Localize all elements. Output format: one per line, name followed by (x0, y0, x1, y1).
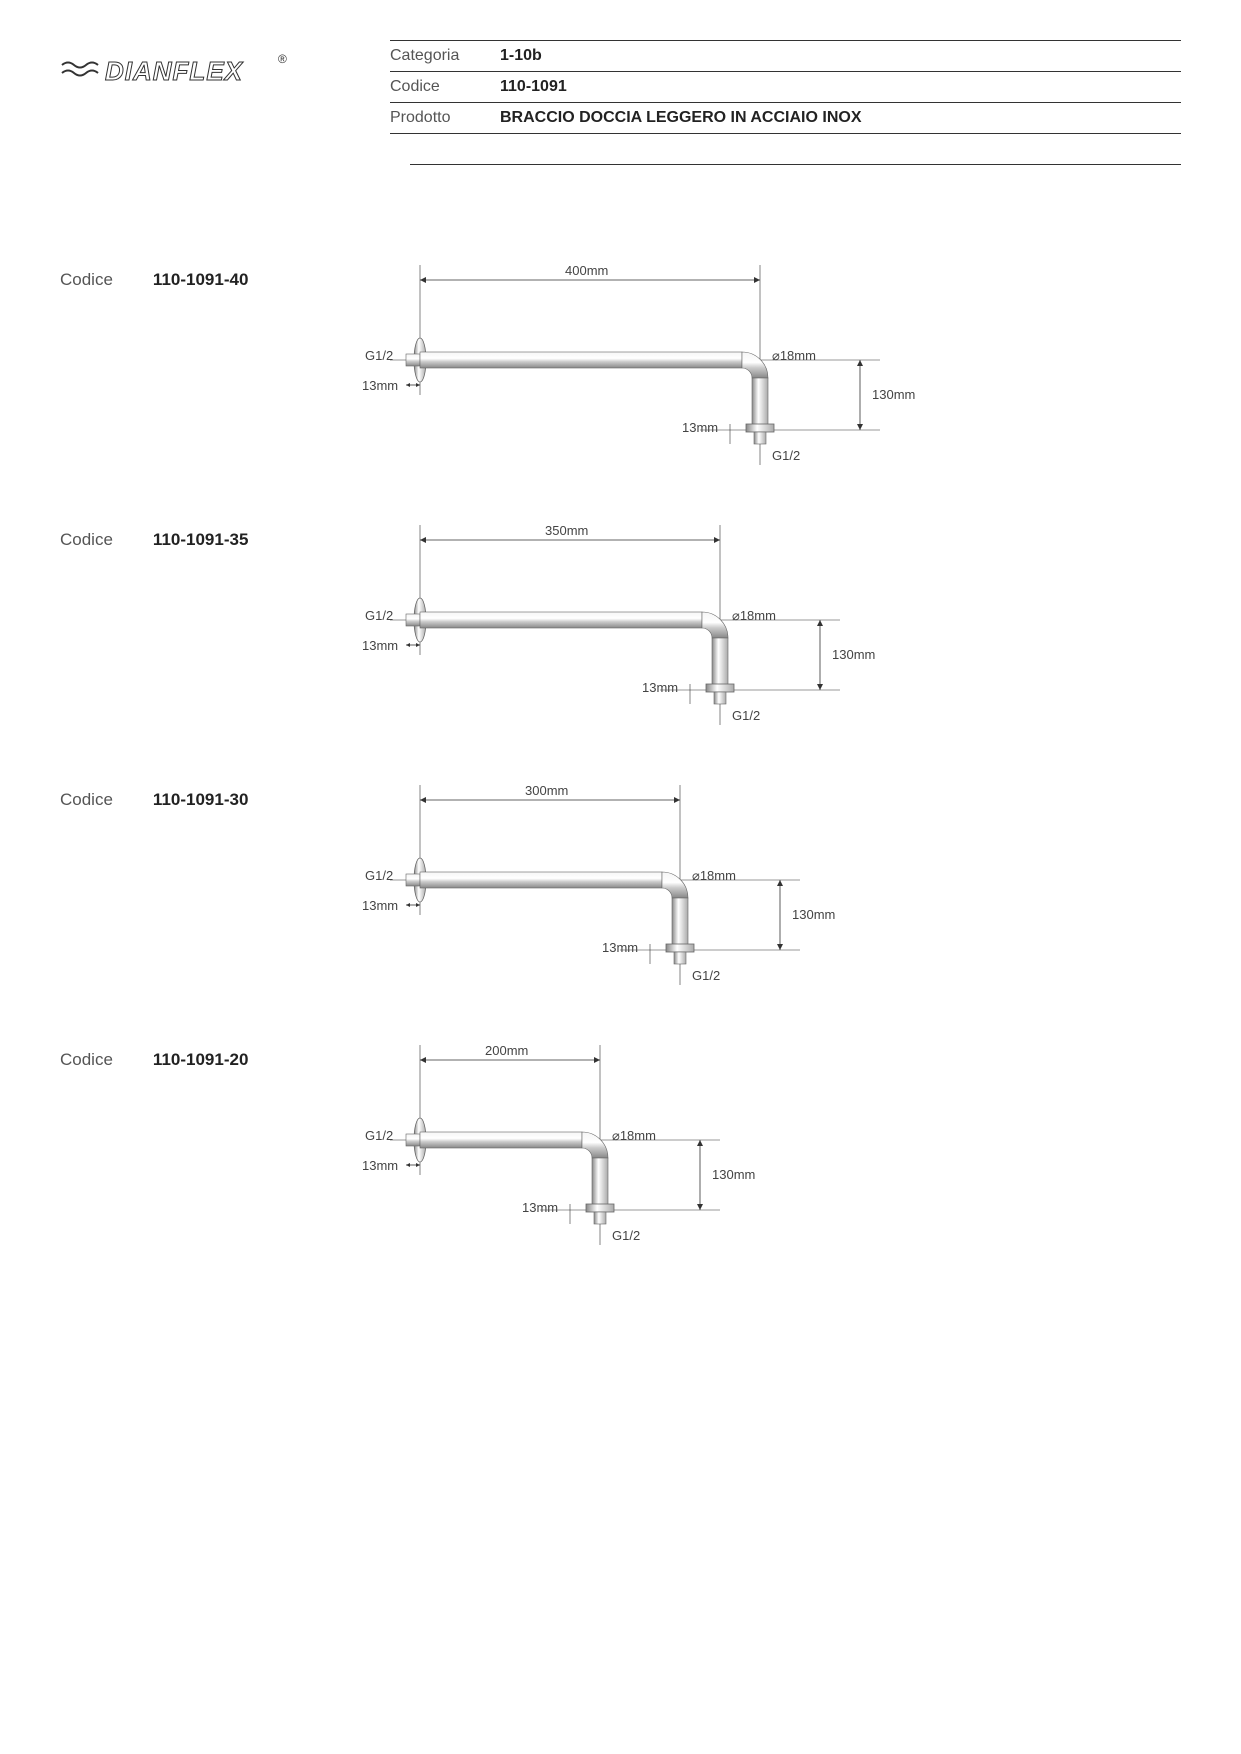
drop-label: 130mm (832, 647, 875, 662)
categoria-label: Categoria (390, 47, 500, 65)
thread-bottom-label: G1/2 (692, 968, 720, 983)
length-label: 350mm (545, 523, 588, 538)
diameter-label: ⌀18mm (732, 608, 776, 624)
thread-bottom-label: G1/2 (612, 1228, 640, 1243)
stub-left-label: 13mm (362, 898, 398, 913)
codice-block: Codice 110-1091-30 (60, 785, 360, 810)
codice-value: 110-1091-20 (153, 1050, 248, 1070)
product-row: Codice 110-1091-35 350mm G1/2 13mm ⌀18mm 130… (60, 525, 1181, 725)
header: DIANFLEX ® Categoria 1-10b Codice 110-10… (60, 40, 1181, 134)
codice-label: Codice (60, 270, 113, 290)
codice-label: Codice (60, 790, 113, 810)
svg-text:®: ® (278, 52, 287, 66)
technical-diagram: 200mm G1/2 13mm ⌀18mm 130mm 13mm G1/2 (360, 1045, 1181, 1245)
stub-bottom-label: 13mm (602, 940, 638, 955)
info-row-categoria: Categoria 1-10b (390, 40, 1181, 72)
technical-diagram: 350mm G1/2 13mm ⌀18mm 130mm 13mm G1/2 (360, 525, 1181, 725)
categoria-value: 1-10b (500, 47, 542, 65)
codice-value: 110-1091-40 (153, 270, 248, 290)
thread-bottom-label: G1/2 (772, 448, 800, 463)
stub-left-label: 13mm (362, 1158, 398, 1173)
codice-value: 110-1091-35 (153, 530, 248, 550)
divider (410, 164, 1181, 165)
codice-label: Codice (390, 78, 500, 96)
product-row: Codice 110-1091-30 300mm G1/2 13mm ⌀18mm 130… (60, 785, 1181, 985)
technical-diagram: 400mm G1/2 13mm ⌀18mm 130mm 13mm G1/2 (360, 265, 1181, 465)
product-row: Codice 110-1091-20 200mm G1/2 13mm ⌀18mm 130… (60, 1045, 1181, 1245)
codice-label: Codice (60, 530, 113, 550)
drop-label: 130mm (712, 1167, 755, 1182)
codice-block: Codice 110-1091-40 (60, 265, 360, 290)
products-container: Codice 110-1091-40 400mm G1/2 13mm ⌀18mm 130… (60, 265, 1181, 1245)
stub-left-label: 13mm (362, 378, 398, 393)
drop-label: 130mm (872, 387, 915, 402)
thread-bottom-label: G1/2 (732, 708, 760, 723)
length-label: 400mm (565, 263, 608, 278)
prodotto-label: Prodotto (390, 109, 500, 127)
codice-value: 110-1091 (500, 78, 567, 96)
info-table: Categoria 1-10b Codice 110-1091 Prodotto… (390, 40, 1181, 134)
codice-block: Codice 110-1091-35 (60, 525, 360, 550)
stub-bottom-label: 13mm (522, 1200, 558, 1215)
info-row-codice: Codice 110-1091 (390, 72, 1181, 103)
diameter-label: ⌀18mm (772, 348, 816, 364)
thread-left-label: G1/2 (365, 608, 393, 623)
thread-left-label: G1/2 (365, 348, 393, 363)
brand-logo: DIANFLEX ® (60, 40, 290, 100)
codice-block: Codice 110-1091-20 (60, 1045, 360, 1070)
product-row: Codice 110-1091-40 400mm G1/2 13mm ⌀18mm 130… (60, 265, 1181, 465)
prodotto-value: BRACCIO DOCCIA LEGGERO IN ACCIAIO INOX (500, 109, 862, 127)
codice-value: 110-1091-30 (153, 790, 248, 810)
info-row-prodotto: Prodotto BRACCIO DOCCIA LEGGERO IN ACCIA… (390, 103, 1181, 134)
length-label: 200mm (485, 1043, 528, 1058)
diameter-label: ⌀18mm (612, 1128, 656, 1144)
technical-diagram: 300mm G1/2 13mm ⌀18mm 130mm 13mm G1/2 (360, 785, 1181, 985)
codice-label: Codice (60, 1050, 113, 1070)
brand-text: DIANFLEX (105, 56, 244, 86)
thread-left-label: G1/2 (365, 868, 393, 883)
diameter-label: ⌀18mm (692, 868, 736, 884)
thread-left-label: G1/2 (365, 1128, 393, 1143)
stub-bottom-label: 13mm (642, 680, 678, 695)
stub-bottom-label: 13mm (682, 420, 718, 435)
length-label: 300mm (525, 783, 568, 798)
stub-left-label: 13mm (362, 638, 398, 653)
drop-label: 130mm (792, 907, 835, 922)
